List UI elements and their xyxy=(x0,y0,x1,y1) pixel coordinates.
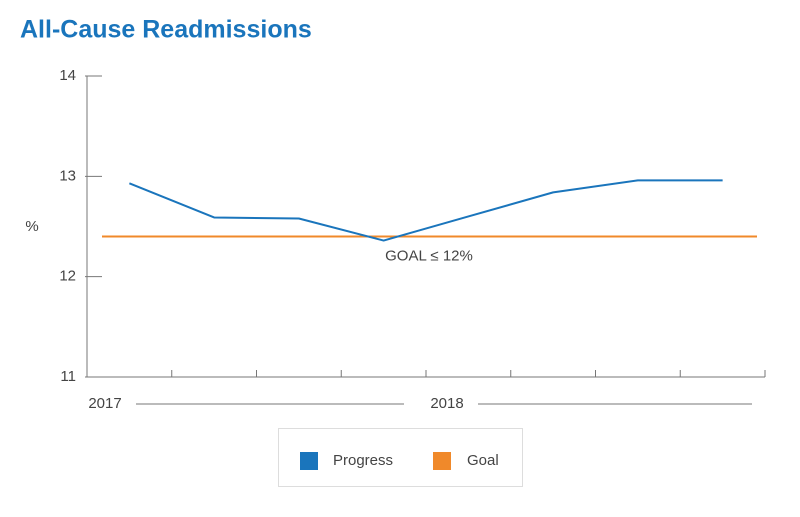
y-tick-label: 14 xyxy=(59,67,76,84)
legend-swatch xyxy=(300,452,318,470)
y-tick-label: 13 xyxy=(59,167,76,184)
legend-label: Progress xyxy=(333,452,393,469)
progress-line xyxy=(129,179,723,242)
annotation: GOAL ≤ 12% xyxy=(385,248,473,265)
chart-title: All-Cause Readmissions xyxy=(20,16,312,44)
period-label: 2018 xyxy=(430,395,463,412)
legend-label: Goal xyxy=(467,452,499,469)
legend xyxy=(278,428,523,487)
y-tick-label: 11 xyxy=(60,368,76,385)
y-tick-label: 12 xyxy=(59,268,76,285)
period-label: 2017 xyxy=(88,395,121,412)
legend-swatch xyxy=(433,452,451,470)
y-axis-label: % xyxy=(25,218,38,235)
